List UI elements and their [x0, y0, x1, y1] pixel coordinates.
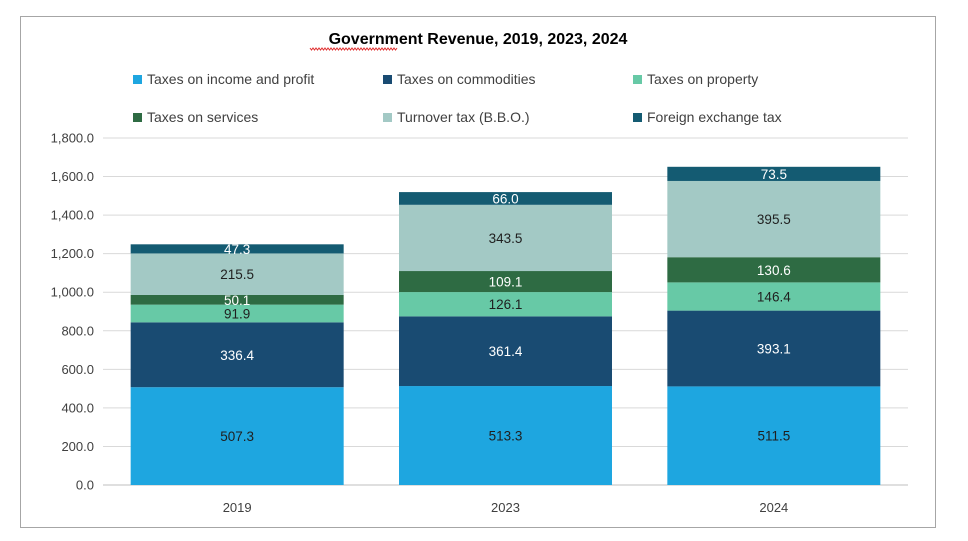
data-label: 513.3 — [489, 429, 523, 444]
legend-label: Taxes on commodities — [397, 71, 536, 87]
y-tick-label: 1,200.0 — [51, 246, 94, 261]
bar-segment — [399, 292, 612, 317]
bar-segment — [399, 271, 612, 293]
y-tick-label: 1,400.0 — [51, 208, 94, 223]
legend-swatch — [633, 75, 642, 84]
bar-segment — [667, 180, 881, 258]
legend-label: Taxes on property — [647, 71, 758, 87]
bar-segment — [667, 386, 881, 485]
bars — [130, 166, 881, 485]
y-tick-label: 800.0 — [61, 323, 94, 338]
data-label: 215.5 — [220, 267, 254, 282]
legend-label: Taxes on services — [147, 109, 258, 125]
y-tick-label: 1,800.0 — [51, 131, 94, 146]
y-axis: 0.0 200.0 400.0 600.0 800.0 1,000.0 1,200.0 1,4… — [51, 131, 94, 493]
data-label: 336.4 — [220, 348, 254, 363]
y-tick-label: 0.0 — [76, 478, 94, 493]
x-tick-label: 2024 — [759, 500, 788, 515]
bar-segment — [130, 387, 344, 485]
data-label: 361.4 — [489, 344, 523, 359]
y-tick-label: 600.0 — [61, 362, 94, 377]
data-label: 91.9 — [224, 306, 250, 321]
bar-segment — [399, 386, 612, 485]
title-spellcheck-underline — [309, 47, 398, 51]
bar-segment — [130, 304, 344, 323]
bar-segment — [130, 253, 344, 295]
data-label: 146.4 — [757, 290, 791, 305]
legend-label: Taxes on income and profit — [147, 71, 314, 87]
y-tick-label: 1,600.0 — [51, 169, 94, 184]
data-label: 393.1 — [757, 342, 791, 357]
legend-swatch — [383, 113, 392, 122]
x-tick-label: 2023 — [491, 500, 520, 515]
legend-swatch — [633, 113, 642, 122]
value-labels: 507.3 336.4 91.950.1 215.5 47.3 513.3 361.4 126… — [220, 167, 791, 444]
y-tick-label: 1,000.0 — [51, 285, 94, 300]
bar-segment — [399, 316, 612, 387]
data-label: 47.3 — [224, 242, 250, 257]
data-label: 73.5 — [761, 167, 787, 182]
bar-segment — [667, 310, 881, 387]
legend-label: Foreign exchange tax — [647, 109, 782, 125]
data-label: 109.1 — [489, 275, 523, 290]
bar-segment — [130, 294, 344, 305]
chart-title: Government Revenue, 2019, 2023, 2024 — [329, 31, 628, 48]
data-label: 130.6 — [757, 263, 791, 278]
data-label: 507.3 — [220, 429, 254, 444]
x-axis: 2019 2023 2024 — [223, 500, 789, 515]
data-label: 66.0 — [492, 191, 518, 206]
bar-segment — [399, 192, 612, 205]
y-tick-label: 400.0 — [61, 400, 94, 415]
legend: Taxes on income and profit Taxes on commo… — [133, 71, 782, 125]
data-label: 126.1 — [489, 297, 523, 312]
bar-segment — [667, 257, 881, 283]
x-tick-label: 2019 — [223, 500, 252, 515]
bar-segment — [130, 322, 344, 388]
legend-swatch — [133, 113, 142, 122]
bar-segment — [130, 244, 344, 254]
data-label: 511.5 — [757, 429, 790, 444]
data-label: 343.5 — [489, 231, 523, 246]
bar-segment — [399, 204, 612, 272]
data-label: 50.1 — [224, 293, 250, 308]
y-tick-label: 200.0 — [61, 439, 94, 454]
bar-segment — [667, 282, 881, 311]
legend-label: Turnover tax (B.B.O.) — [397, 109, 530, 125]
legend-swatch — [383, 75, 392, 84]
data-label: 395.5 — [757, 212, 791, 227]
bar-segment — [667, 166, 881, 181]
legend-swatch — [133, 75, 142, 84]
